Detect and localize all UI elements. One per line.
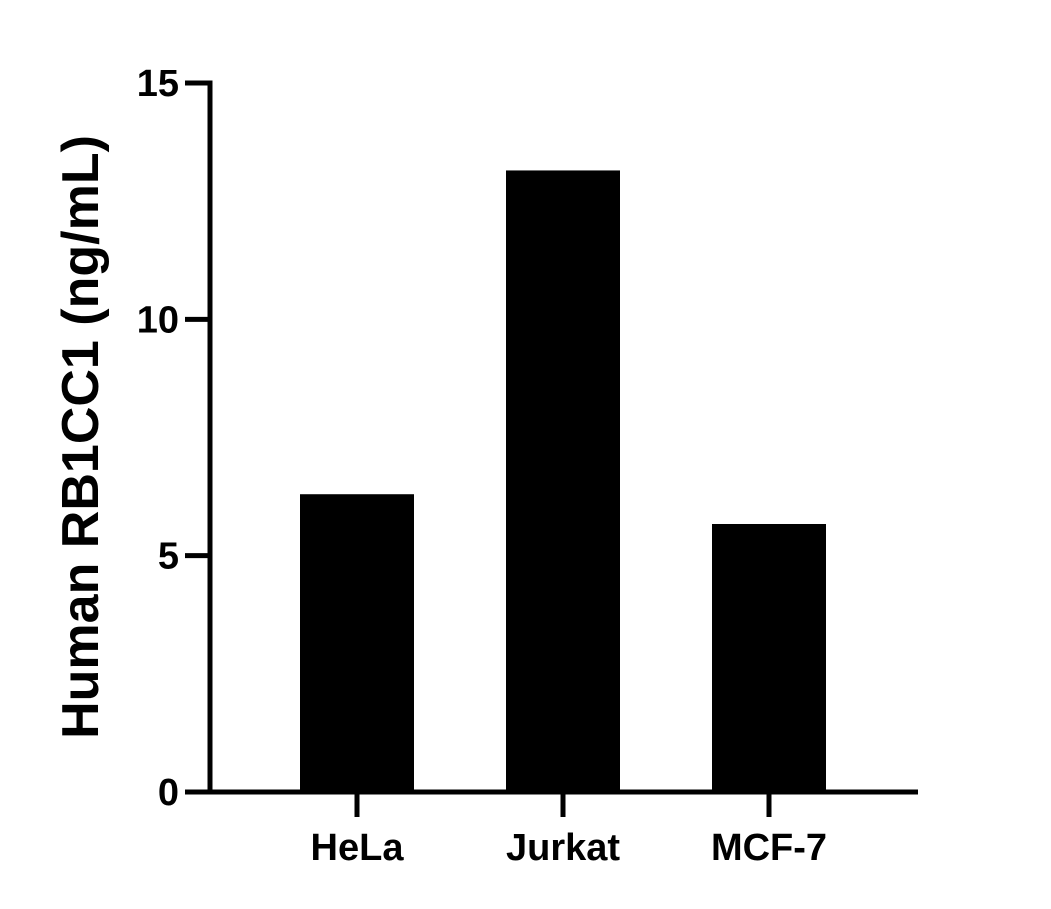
y-tick-label-15: 15 [137,63,179,105]
y-tick-label-5: 5 [158,536,179,578]
labels-layer: 0 5 10 15 HeLa Jurkat MCF-7 [137,63,827,869]
bar-jurkat [506,170,620,792]
bar-mcf-7 [712,523,826,792]
y-axis-title-group: Human RB1CC1 (ng/mL) [52,135,110,739]
x-tick-label-hela: HeLa [311,827,405,869]
y-tick-label-10: 10 [137,299,179,341]
y-tick-label-0: 0 [158,772,179,814]
x-tick-label-jurkat: Jurkat [506,827,620,869]
bar-hela [300,494,414,792]
bars-layer [300,170,826,792]
x-tick-label-mcf-7: MCF-7 [711,827,827,869]
y-axis-title: Human RB1CC1 (ng/mL) [52,135,110,739]
axes-layer [185,80,918,817]
